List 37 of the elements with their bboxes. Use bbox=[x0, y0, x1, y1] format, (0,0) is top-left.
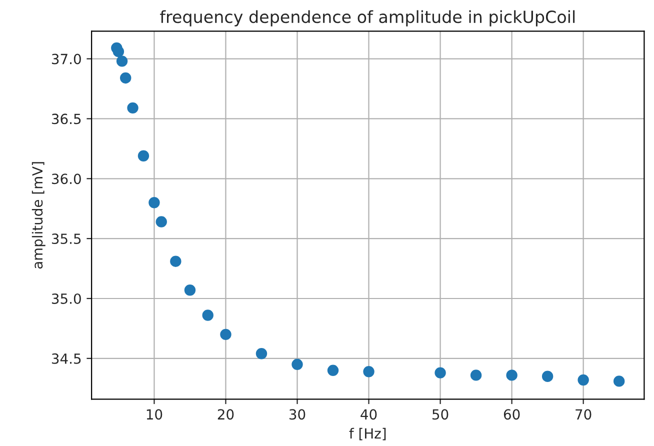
point bbox=[170, 256, 182, 267]
point bbox=[148, 197, 160, 208]
point bbox=[116, 56, 128, 67]
y-tick-label: 35.5 bbox=[52, 234, 81, 244]
point bbox=[578, 374, 589, 386]
point bbox=[220, 328, 232, 340]
y-tick-label: 37.0 bbox=[52, 54, 81, 64]
y-tick-label: 34.5 bbox=[52, 353, 81, 364]
point bbox=[470, 370, 482, 381]
y-tick-label: 36.0 bbox=[52, 174, 81, 184]
x-tick-label: 50 bbox=[432, 409, 448, 420]
x-tick-label: 30 bbox=[289, 409, 306, 420]
point bbox=[256, 348, 268, 360]
point bbox=[542, 370, 554, 382]
point bbox=[363, 366, 374, 378]
x-tick-label: 60 bbox=[504, 409, 520, 420]
x-axis-title: f [Hz] bbox=[349, 428, 386, 440]
point bbox=[156, 216, 167, 228]
x-tick-label: 40 bbox=[360, 409, 377, 420]
point bbox=[184, 284, 196, 296]
point bbox=[127, 102, 138, 114]
point bbox=[138, 150, 150, 162]
point bbox=[613, 376, 625, 387]
chart-title: frequency dependence of amplitude in pickUpCoil bbox=[160, 10, 575, 26]
y-tick-label: 36.5 bbox=[52, 114, 81, 124]
point bbox=[506, 370, 518, 381]
point bbox=[202, 310, 214, 321]
y-tick-label: 35.0 bbox=[52, 293, 81, 304]
x-tick-label: 10 bbox=[146, 409, 162, 420]
point bbox=[327, 364, 339, 376]
x-tick-label: 20 bbox=[218, 409, 234, 420]
y-axis-title: amplitude [mV] bbox=[32, 162, 46, 269]
point bbox=[120, 72, 132, 84]
point bbox=[434, 367, 446, 378]
point bbox=[292, 358, 303, 370]
x-tick-label: 70 bbox=[576, 409, 592, 420]
point bbox=[112, 46, 124, 58]
